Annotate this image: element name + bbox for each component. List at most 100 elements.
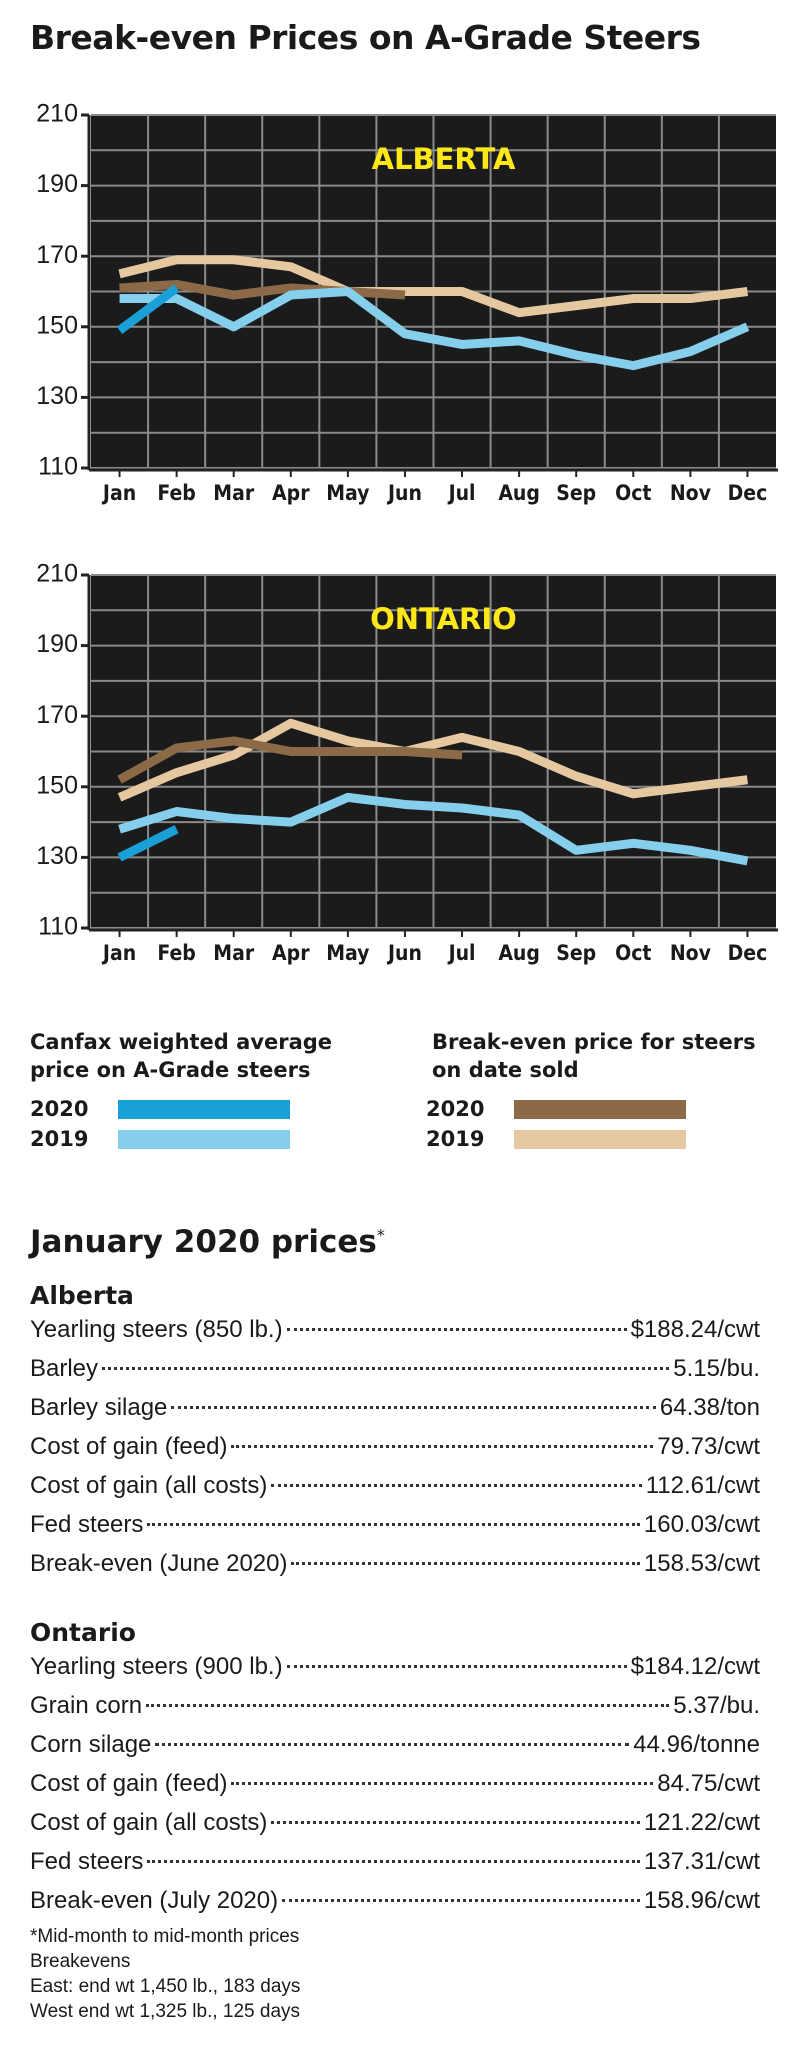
price-row: Cost of gain (feed) 79.73/cwt bbox=[30, 1433, 760, 1472]
price-value: 158.96/cwt bbox=[643, 1887, 760, 1914]
series-line bbox=[119, 279, 406, 300]
x-tick-label: Jul bbox=[447, 941, 476, 965]
x-tick-label: Dec bbox=[728, 941, 768, 965]
y-tick-label: 150 bbox=[36, 771, 78, 799]
price-value: 112.61/cwt bbox=[645, 1472, 760, 1499]
x-tick-label: May bbox=[326, 481, 369, 505]
chart: 110 130 150 170 190 210 Jan Feb Mar Apr May Jun Jul A… bbox=[36, 560, 778, 965]
price-row: Barley silage 64.38/ton bbox=[30, 1394, 760, 1433]
price-value: 5.15/bu. bbox=[673, 1355, 760, 1382]
price-label: Corn silage bbox=[30, 1731, 152, 1758]
price-value: 84.75/cwt bbox=[657, 1770, 760, 1797]
x-tick-label: Jun bbox=[386, 481, 422, 505]
price-row: Yearling steers (900 lb.) $184.12/cwt bbox=[30, 1653, 760, 1692]
footnote-mark: * bbox=[376, 1225, 385, 1245]
price-row: Grain corn 5.37/bu. bbox=[30, 1692, 760, 1731]
price-row: Break-even (June 2020) 158.53/cwt bbox=[30, 1550, 760, 1589]
y-tick-label: 210 bbox=[36, 100, 78, 128]
price-label: Cost of gain (feed) bbox=[30, 1770, 228, 1797]
y-tick-label: 190 bbox=[36, 630, 78, 658]
legend-entry: 2020 bbox=[30, 1094, 390, 1124]
legend-title: Break-even price for steers on date sold bbox=[432, 1030, 756, 1082]
price-label: Fed steers bbox=[30, 1511, 144, 1538]
dot-leader bbox=[102, 1367, 670, 1370]
price-value: 64.38/ton bbox=[659, 1394, 760, 1421]
dot-leader bbox=[271, 1821, 640, 1824]
legend-label: 2019 bbox=[426, 1127, 485, 1151]
legend-entries: 2020 2019 bbox=[426, 1094, 792, 1154]
y-tick-label: 130 bbox=[36, 842, 78, 870]
price-table: Alberta Yearling steers (850 lb.) $188.24/… bbox=[30, 1262, 760, 1926]
dot-leader bbox=[171, 1406, 656, 1409]
price-label: Cost of gain (all costs) bbox=[30, 1472, 268, 1499]
legend-entry: 2019 bbox=[30, 1124, 390, 1154]
legend-entry: 2020 bbox=[426, 1094, 792, 1124]
x-tick-label: Mar bbox=[213, 941, 255, 965]
section-heading: Ontario bbox=[30, 1618, 136, 1647]
x-tick-label: Feb bbox=[157, 481, 195, 505]
price-row: Cost of gain (all costs) 121.22/cwt bbox=[30, 1809, 760, 1848]
dot-leader bbox=[231, 1445, 654, 1448]
notes: *Mid-month to mid-month prices Breakevens… bbox=[30, 1924, 300, 2024]
y-tick-label: 170 bbox=[36, 701, 78, 729]
price-row: Cost of gain (feed) 84.75/cwt bbox=[30, 1770, 760, 1809]
y-tick-label: 150 bbox=[36, 311, 78, 339]
price-value: 158.53/cwt bbox=[643, 1550, 760, 1577]
dot-leader bbox=[291, 1562, 640, 1565]
x-tick-label: Dec bbox=[728, 481, 768, 505]
price-value: $184.12/cwt bbox=[630, 1653, 760, 1680]
x-tick-label: Oct bbox=[615, 941, 651, 965]
price-value: 5.37/bu. bbox=[673, 1692, 760, 1719]
legend-group: Canfax weighted average price on A-Grade… bbox=[30, 1028, 390, 1154]
x-tick-label: Nov bbox=[670, 481, 712, 505]
y-tick-label: 130 bbox=[36, 382, 78, 410]
y-tick-label: 110 bbox=[38, 913, 78, 941]
x-tick-label: Oct bbox=[615, 481, 651, 505]
price-label: Yearling steers (850 lb.) bbox=[30, 1316, 283, 1343]
series-line bbox=[117, 718, 749, 802]
x-tick-label: Aug bbox=[498, 941, 540, 965]
y-tick-label: 170 bbox=[36, 241, 78, 269]
dot-leader bbox=[286, 1328, 627, 1331]
x-tick-label: Jan bbox=[101, 481, 136, 505]
note: East: end wt 1,450 lb., 183 days bbox=[30, 1976, 301, 1997]
price-row: Yearling steers (850 lb.) $188.24/cwt bbox=[30, 1316, 760, 1355]
x-tick-label: Sep bbox=[556, 941, 596, 965]
x-tick-label: Apr bbox=[272, 481, 310, 505]
price-label: Barley silage bbox=[30, 1394, 168, 1421]
price-label: Cost of gain (feed) bbox=[30, 1433, 228, 1460]
chart-title: ONTARIO bbox=[370, 602, 517, 636]
price-row: Corn silage 44.96/tonne bbox=[30, 1731, 760, 1770]
chart: 110 130 150 170 190 210 Jan Feb Mar Apr May Jun Jul A… bbox=[36, 100, 778, 505]
price-row: Break-even (July 2020) 158.96/cwt bbox=[30, 1887, 760, 1926]
dot-leader bbox=[286, 1665, 627, 1668]
note: West end wt 1,325 lb., 125 days bbox=[30, 2001, 301, 2022]
price-value: 44.96/tonne bbox=[633, 1731, 760, 1758]
legend-swatch bbox=[514, 1099, 687, 1119]
legend-entries: 2020 2019 bbox=[30, 1094, 390, 1154]
series-line bbox=[118, 792, 749, 866]
legend-swatch bbox=[514, 1129, 687, 1149]
legend-label: 2019 bbox=[30, 1127, 89, 1151]
legend-entry: 2019 bbox=[426, 1124, 792, 1154]
price-label: Yearling steers (900 lb.) bbox=[30, 1653, 283, 1680]
dot-leader bbox=[147, 1860, 640, 1863]
dot-leader bbox=[147, 1523, 640, 1526]
legend-group: Break-even price for steers on date sold… bbox=[426, 1028, 792, 1154]
price-value: 160.03/cwt bbox=[643, 1511, 760, 1538]
x-tick-label: May bbox=[326, 941, 369, 965]
price-row: Fed steers 160.03/cwt bbox=[30, 1511, 760, 1550]
section-heading: Alberta bbox=[30, 1281, 134, 1310]
price-label: Grain corn bbox=[30, 1692, 143, 1719]
price-value: 121.22/cwt bbox=[643, 1809, 760, 1836]
legend-label: 2020 bbox=[30, 1097, 89, 1121]
price-row: Cost of gain (all costs) 112.61/cwt bbox=[30, 1472, 760, 1511]
price-value: 137.31/cwt bbox=[643, 1848, 760, 1875]
series-line bbox=[119, 287, 750, 371]
price-label: Break-even (June 2020) bbox=[30, 1550, 288, 1577]
price-row: Barley 5.15/bu. bbox=[30, 1355, 760, 1394]
legend-swatch bbox=[118, 1129, 291, 1149]
price-label: Cost of gain (all costs) bbox=[30, 1809, 268, 1836]
price-label: Fed steers bbox=[30, 1848, 144, 1875]
